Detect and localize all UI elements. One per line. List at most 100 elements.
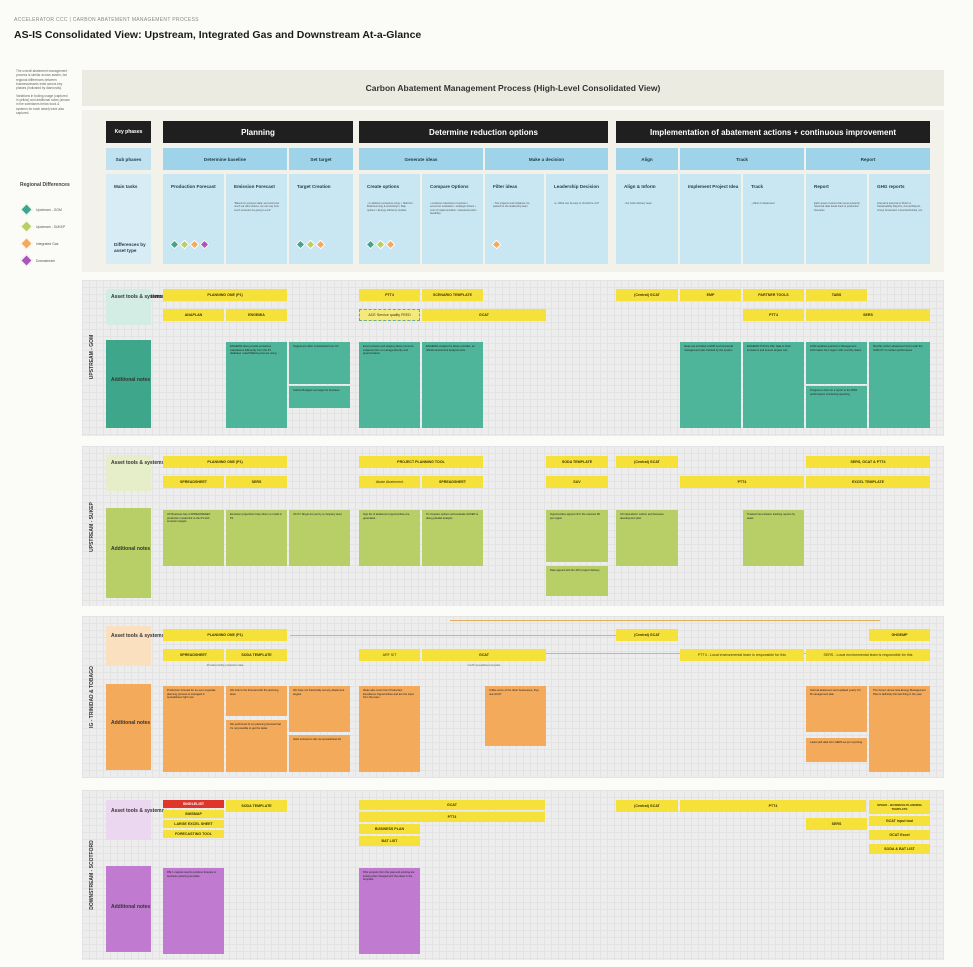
tool-chip: EMP — [680, 289, 741, 301]
notes-cell-bg — [106, 508, 151, 598]
asset-tools-label: Asset tools & systems — [111, 460, 165, 466]
tool-chip: PLANNING ONE (P1) — [163, 629, 287, 641]
sub-phase-ideas: Generate ideas — [359, 148, 483, 170]
tool-chip: SCENARIO TEMPLATE — [422, 289, 483, 301]
region-label: IG - TRINIDAD & TOBAGO — [89, 666, 95, 728]
note-card: Ideas also come from Production Excellen… — [359, 686, 420, 772]
note-card: ENGEMIA TOOLS offer data to track emissi… — [743, 342, 804, 428]
tool-chip: BAT LIST — [359, 836, 420, 846]
tool-chip: SPEED - BUSINESS PLANNING TEMPLATE — [869, 800, 930, 814]
region-label: UPSTREAM - GOM — [89, 334, 95, 380]
side-note-paragraph: Variations in tooling usage (captured in… — [16, 93, 70, 115]
additional-notes-label: Additional notes — [111, 546, 151, 552]
note-card: The Green House Gas Energy Management Pl… — [869, 686, 930, 772]
task-target-creation: Target Creation — [289, 174, 353, 264]
tool-chip: SODA & BAT LIST — [869, 844, 930, 854]
tool-chip: PTT4 — [680, 476, 804, 488]
notes-cell-bg — [106, 684, 151, 770]
diamond-icon — [20, 254, 33, 267]
tool-chip: SODA TEMPLATE — [226, 800, 287, 812]
note-card: UK Operations' carbon and business devel… — [616, 510, 678, 566]
differences-label: Differences by asset type — [114, 242, 146, 253]
note-card: Targets are often constrained from CP — [289, 342, 350, 384]
main-tasks-label: Main tasks — [114, 184, 138, 189]
note-card: UK P1 Target are set by a company level — [289, 510, 350, 566]
sub-phase-align: Align — [616, 148, 678, 170]
sub-phase-decision: Make a decision — [485, 148, 608, 170]
tool-chip: GHGEMP — [869, 629, 930, 641]
note-card: Data agreed with the SPV project deliver… — [546, 566, 608, 596]
legend-item-sukep: Upstream - SUKEP — [20, 220, 65, 233]
notes-cell-bg — [106, 340, 151, 428]
region-label: DOWNSTREAM - SCOTFORD — [89, 840, 95, 910]
task-ghg-reports: GHG reports Internal & external to Shell… — [869, 174, 930, 264]
tool-chip: GCAT — [359, 800, 545, 810]
note-card: Progress is fed into a report to the RMS… — [806, 386, 867, 428]
difference-diamonds — [295, 239, 326, 250]
note-card: Unlike some of the other businesses, the… — [485, 686, 546, 746]
tool-chip: EXCEL TEMPLATE — [806, 476, 930, 488]
diamond-icon — [20, 203, 33, 216]
task-create-options: Create options - to address emissions us… — [359, 174, 420, 264]
sub-phases-label: Sub phases — [106, 148, 151, 170]
note-card: We have not historically set any abateme… — [289, 686, 350, 732]
side-note: The overall abatement management process… — [16, 69, 70, 118]
legend-item-gom: Upstream - GOM — [20, 203, 62, 216]
note-card: Internal abatement and updated yearly OI… — [806, 686, 867, 732]
tool-chip: PTT4 — [680, 800, 866, 812]
task-align-inform: Align & Inform - the GHG delivery team — [616, 174, 678, 264]
note-card: We look to the forecast with the plannin… — [226, 686, 287, 716]
note-card: Pilot projects from the past and existin… — [359, 868, 420, 954]
sub-phase-baseline: Determine baseline — [163, 148, 287, 170]
tool-chip: (Central) GCAT — [616, 800, 678, 812]
note-card: Carbon Budgets set target for business — [289, 386, 350, 408]
tool-chip: TABS — [806, 289, 867, 301]
key-phases-label: Key phases — [106, 121, 151, 143]
tool-chip: SERS — [226, 476, 287, 488]
note-card: P/E 1 mapsis need to produce forecast to… — [163, 868, 224, 954]
tool-chip: (Central) GCAT — [616, 629, 678, 641]
tool-chip: GCAT — [422, 309, 546, 321]
tool-chip: PLANNING ONE (P1) — [163, 289, 287, 301]
task-track: Track - effect of abatement — [743, 174, 804, 264]
diamond-icon — [20, 237, 33, 250]
additional-notes-label: Additional notes — [111, 377, 151, 383]
asset-tools-label: Asset tools & systems — [111, 808, 165, 814]
note-card: Tracked via emission tracking reports by… — [743, 510, 804, 566]
page-title: AS-IS Consolidated View: Upstream, Integ… — [14, 29, 422, 41]
tool-chip: SERS — [806, 309, 930, 321]
note-card: Monthly carbon abatement forum with the … — [869, 342, 930, 428]
sub-phase-track: Track — [680, 148, 804, 170]
tool-chip: SUV — [546, 476, 608, 488]
tool-chip: SPREADSHEET — [163, 649, 224, 661]
tool-chip: PTT4 — [359, 289, 420, 301]
tool-chip: SPREADSHEET — [163, 476, 224, 488]
task-production-forecast: Production Forecast — [163, 174, 224, 264]
note-card: To compare options and evaluate SUKEP is… — [422, 510, 483, 566]
note-card: Emission projections help inform a model… — [226, 510, 287, 566]
tool-chip: GCAT input tool — [869, 816, 930, 826]
legend-item-ig: Integrated Gas — [20, 237, 58, 250]
note-card: Opportunities signed off in the relevant… — [546, 510, 608, 562]
notes-cell-bg — [106, 866, 151, 952]
tools-cell-bg — [106, 626, 151, 666]
note-card: Ideas are included in EMP environmental … — [680, 342, 741, 428]
tool-chip: Abate Abatement — [359, 476, 420, 488]
note-card: ENGEMIA does provide emissions calculati… — [226, 342, 287, 428]
task-compare-options: Compare Options • emission reductions of… — [422, 174, 483, 264]
tool-chip: SERS - Local environmental team is respo… — [806, 649, 930, 661]
asset-tools-label: Asset tools & systems — [111, 294, 165, 300]
tool-chip: ARF SIT — [359, 649, 420, 661]
tool-chip: SPREADSHEET — [422, 476, 483, 488]
tool-caption: Provides facility production data — [206, 664, 244, 667]
connector-line — [290, 635, 616, 636]
asset-tools-label: Asset tools & systems — [111, 633, 165, 639]
task-report: Report Each asset ensures that some quar… — [806, 174, 867, 264]
legend-title: Regional Differences — [20, 182, 70, 188]
sub-phase-report: Report — [806, 148, 930, 170]
tool-chip: PTT4 — [743, 309, 804, 321]
tool-chip: GCAT — [422, 649, 546, 661]
additional-notes-label: Additional notes — [111, 720, 151, 726]
note-card: Latest pull data from SERS as per report… — [806, 738, 867, 762]
tool-chip: BUSINESS PLAN — [359, 824, 420, 834]
